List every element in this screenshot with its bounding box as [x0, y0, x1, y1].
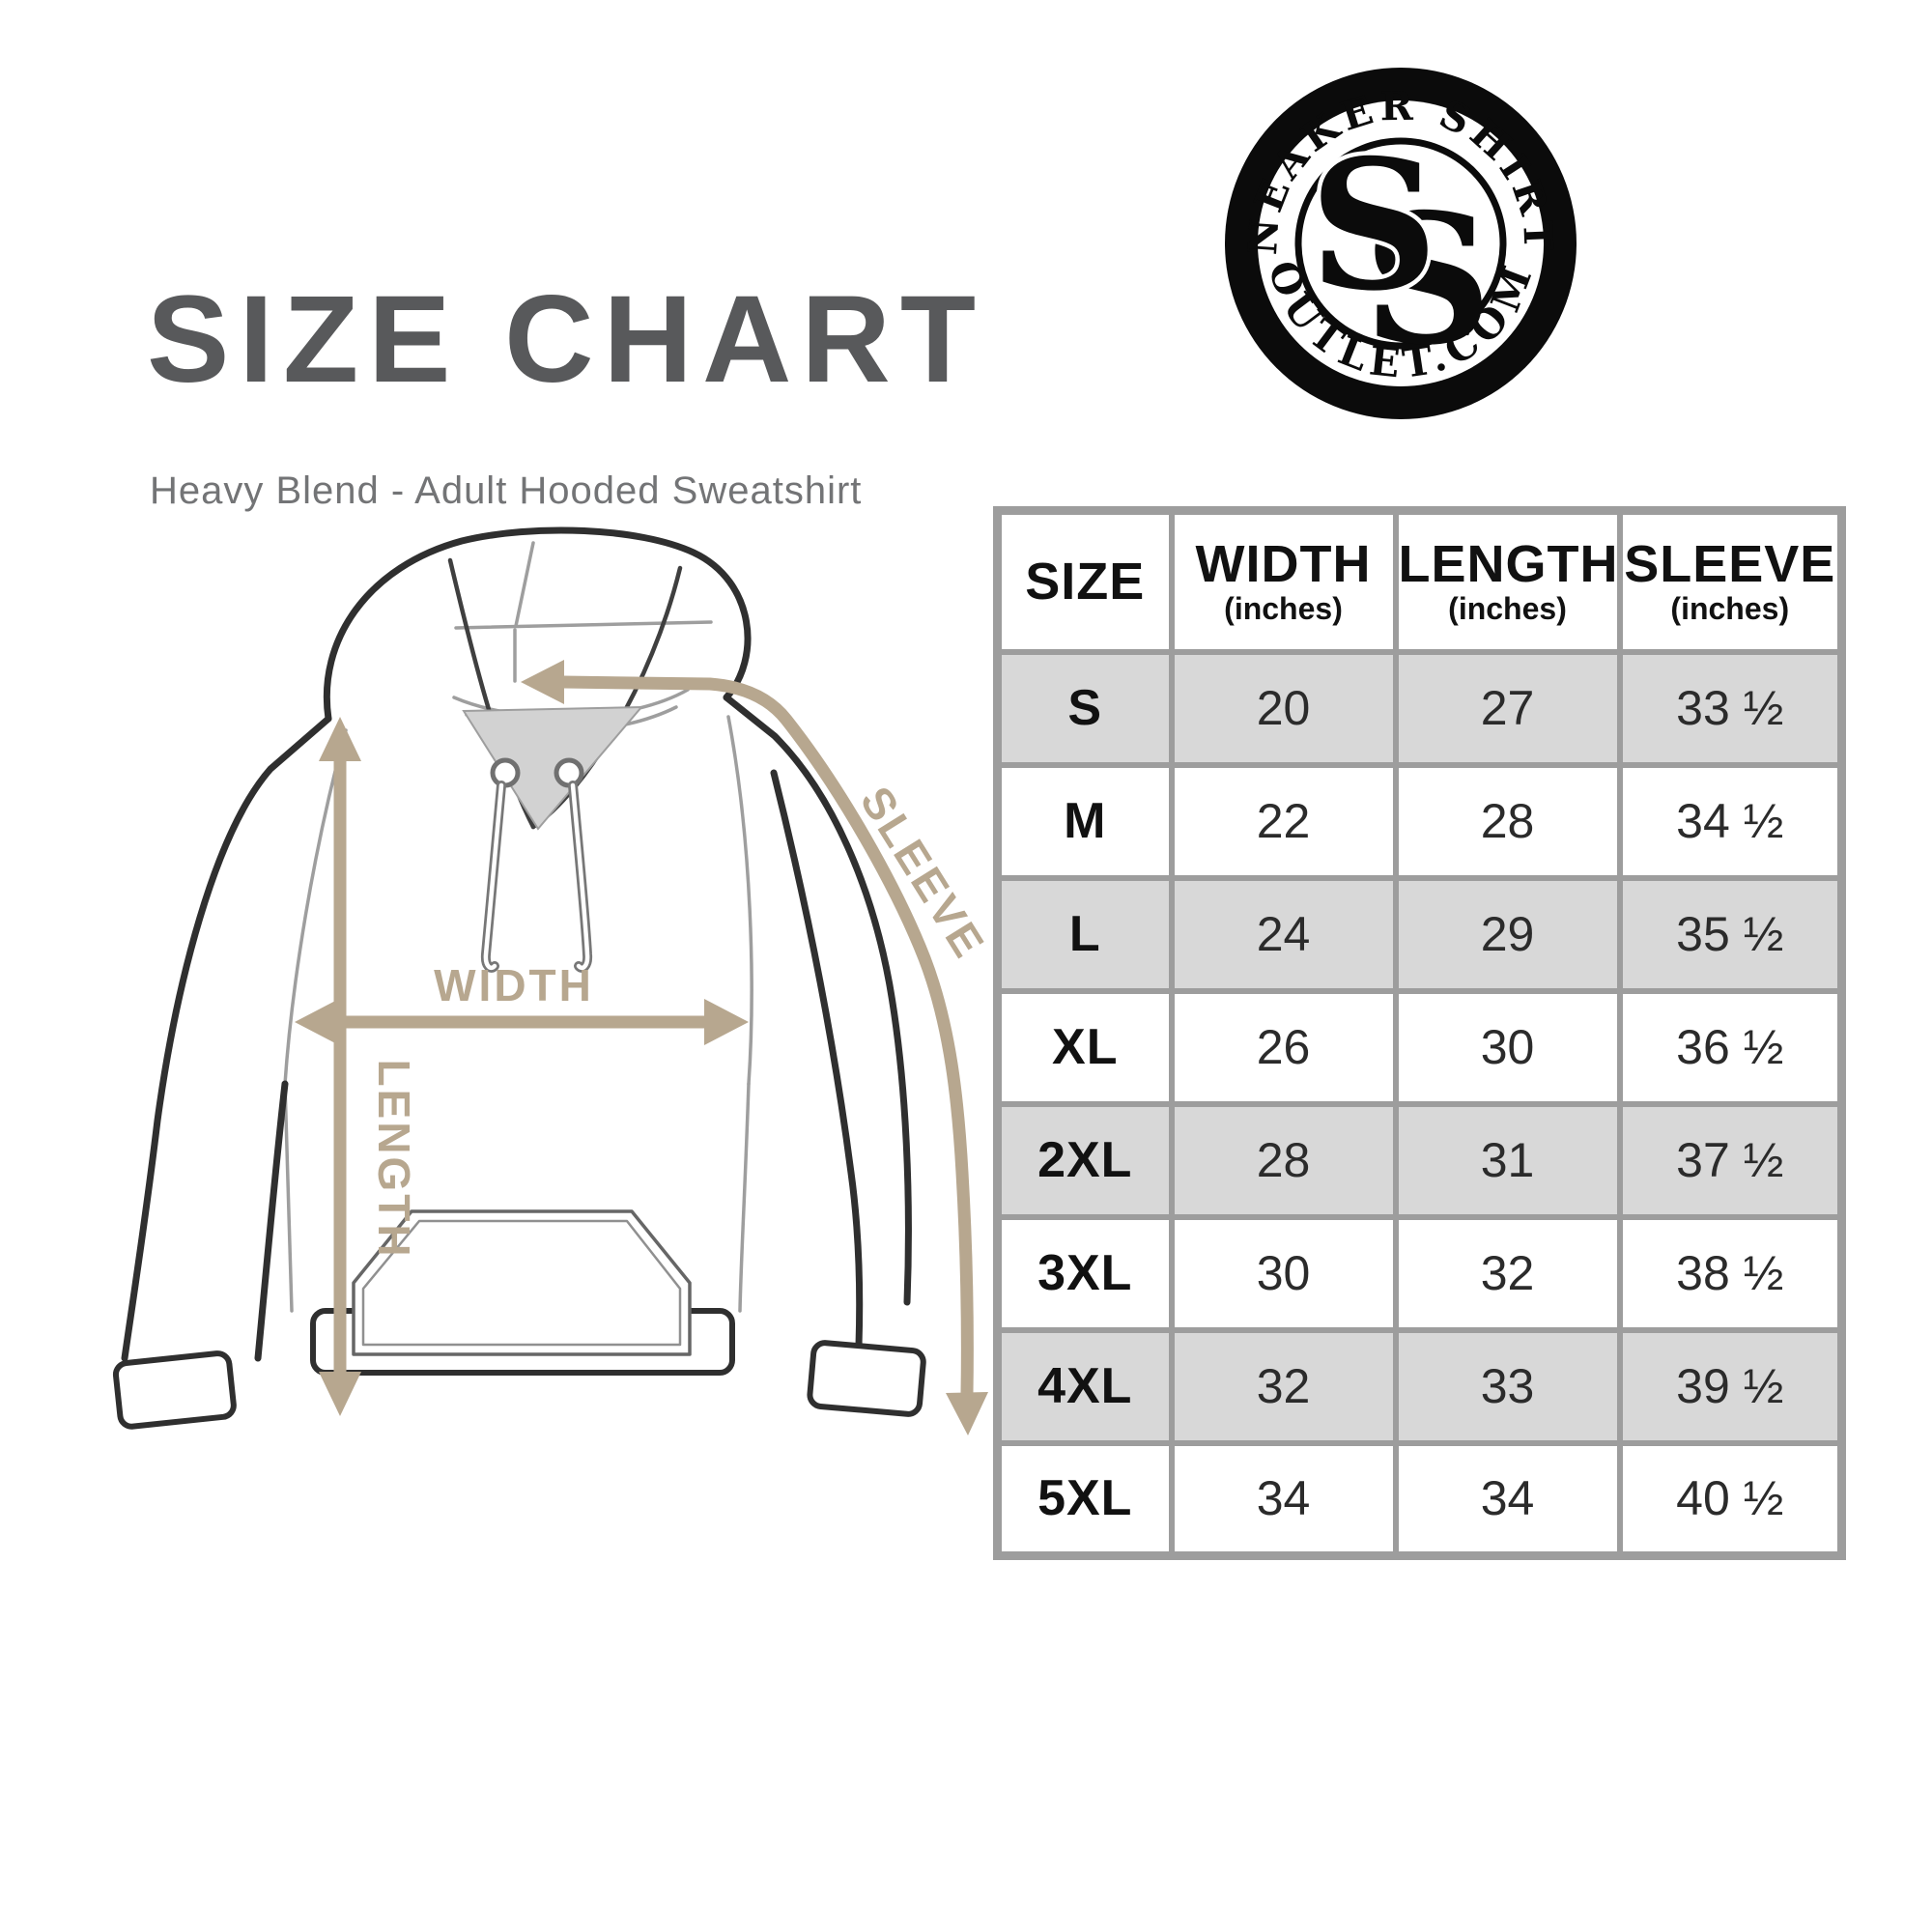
size-cell: 4XL	[994, 1326, 1175, 1446]
sleeve-cell: 37 ½	[1616, 1100, 1845, 1220]
size-cell: S	[994, 648, 1175, 768]
length-cell: 33	[1392, 1326, 1623, 1446]
sleeve-cell: 36 ½	[1616, 987, 1845, 1107]
size-cell: 2XL	[994, 1100, 1175, 1220]
logo-monogram: S S	[1305, 116, 1492, 385]
length-cell: 29	[1392, 874, 1623, 994]
sleeve-cell: 33 ½	[1616, 648, 1845, 768]
hoodie-diagram: WIDTH LENGTH SLEEVE	[39, 483, 1005, 1594]
sleeve-cell: 38 ½	[1616, 1213, 1845, 1333]
seam-lines	[283, 541, 753, 1313]
size-table: SIZE WIDTH (inches) LENGTH (inches) SLEE…	[993, 506, 1846, 1560]
size-table-container: SIZE WIDTH (inches) LENGTH (inches) SLEE…	[993, 506, 1846, 1560]
length-arrowhead-top	[319, 717, 361, 761]
width-cell: 34	[1168, 1439, 1399, 1559]
logo-monogram-s2: S	[1363, 174, 1492, 384]
sleeve-arrowhead-end	[946, 1392, 988, 1435]
page-title: SIZE CHART	[147, 270, 985, 409]
hood-outline	[323, 526, 752, 723]
width-cell: 28	[1168, 1100, 1399, 1220]
drawstrings	[480, 757, 593, 973]
sleeve-cell: 39 ½	[1616, 1326, 1845, 1446]
length-cell: 30	[1392, 987, 1623, 1107]
length-label: LENGTH	[369, 1059, 419, 1259]
header-sleeve: SLEEVE (inches)	[1616, 507, 1845, 655]
width-cell: 24	[1168, 874, 1399, 994]
brand-logo-badge: SNEAKER SHIRTS OUTLET.COM S S	[1203, 25, 1577, 419]
width-arrowhead-left	[295, 999, 339, 1045]
logo-inner-circle	[1294, 137, 1507, 350]
sleeve-arrow	[561, 675, 974, 1394]
table-header-row: SIZE WIDTH (inches) LENGTH (inches) SLEE…	[994, 507, 1845, 655]
page-subtitle: Heavy Blend - Adult Hooded Sweatshirt	[150, 469, 863, 512]
table-row: 4XL 32 33 39 ½	[994, 1326, 1845, 1446]
header-size: SIZE	[994, 507, 1175, 655]
length-cell: 27	[1392, 648, 1623, 768]
hoodie-outline	[121, 526, 912, 1362]
logo-monogram-s1: S	[1309, 120, 1438, 330]
table-row: 2XL 28 31 37 ½	[994, 1100, 1845, 1220]
width-cell: 22	[1168, 761, 1399, 881]
header-length: LENGTH (inches)	[1392, 507, 1623, 655]
size-cell: M	[994, 761, 1175, 881]
size-cell: XL	[994, 987, 1175, 1107]
left-sleeve-inner	[254, 1080, 289, 1362]
length-cell: 34	[1392, 1439, 1623, 1559]
width-label: WIDTH	[434, 960, 594, 1010]
length-cell: 32	[1392, 1213, 1623, 1333]
right-sleeve-inner	[770, 769, 864, 1350]
hoodie-illustration: WIDTH LENGTH SLEEVE	[112, 526, 995, 1435]
header-width: WIDTH (inches)	[1168, 507, 1399, 655]
length-cell: 31	[1392, 1100, 1623, 1220]
sleeve-cell: 35 ½	[1616, 874, 1845, 994]
width-cell: 32	[1168, 1326, 1399, 1446]
table-row: M 22 28 34 ½	[994, 761, 1845, 881]
size-cell: L	[994, 874, 1175, 994]
neck-triangle	[462, 705, 644, 831]
length-arrowhead-bottom	[319, 1372, 361, 1416]
table-row: L 24 29 35 ½	[994, 874, 1845, 994]
table-row: 5XL 34 34 40 ½	[994, 1439, 1845, 1559]
right-sleeve-outer	[723, 694, 912, 1306]
sleeve-cell: 40 ½	[1616, 1439, 1845, 1559]
width-cell: 30	[1168, 1213, 1399, 1333]
size-cell: 5XL	[994, 1439, 1175, 1559]
brand-logo: SNEAKER SHIRTS OUTLET.COM S S	[1203, 25, 1582, 425]
length-cell: 28	[1392, 761, 1623, 881]
width-cell: 20	[1168, 648, 1399, 768]
table-row: 3XL 30 32 38 ½	[994, 1213, 1845, 1333]
width-cell: 26	[1168, 987, 1399, 1107]
size-cell: 3XL	[994, 1213, 1175, 1333]
table-row: XL 26 30 36 ½	[994, 987, 1845, 1107]
measurement-arrows	[295, 660, 988, 1435]
width-arrowhead-right	[704, 999, 749, 1045]
cuffs	[112, 1340, 926, 1430]
kangaroo-pocket	[352, 1209, 692, 1356]
sleeve-cell: 34 ½	[1616, 761, 1845, 881]
table-row: S 20 27 33 ½	[994, 648, 1845, 768]
left-sleeve-outer	[121, 715, 332, 1362]
sleeve-arrowhead-start	[521, 660, 564, 704]
